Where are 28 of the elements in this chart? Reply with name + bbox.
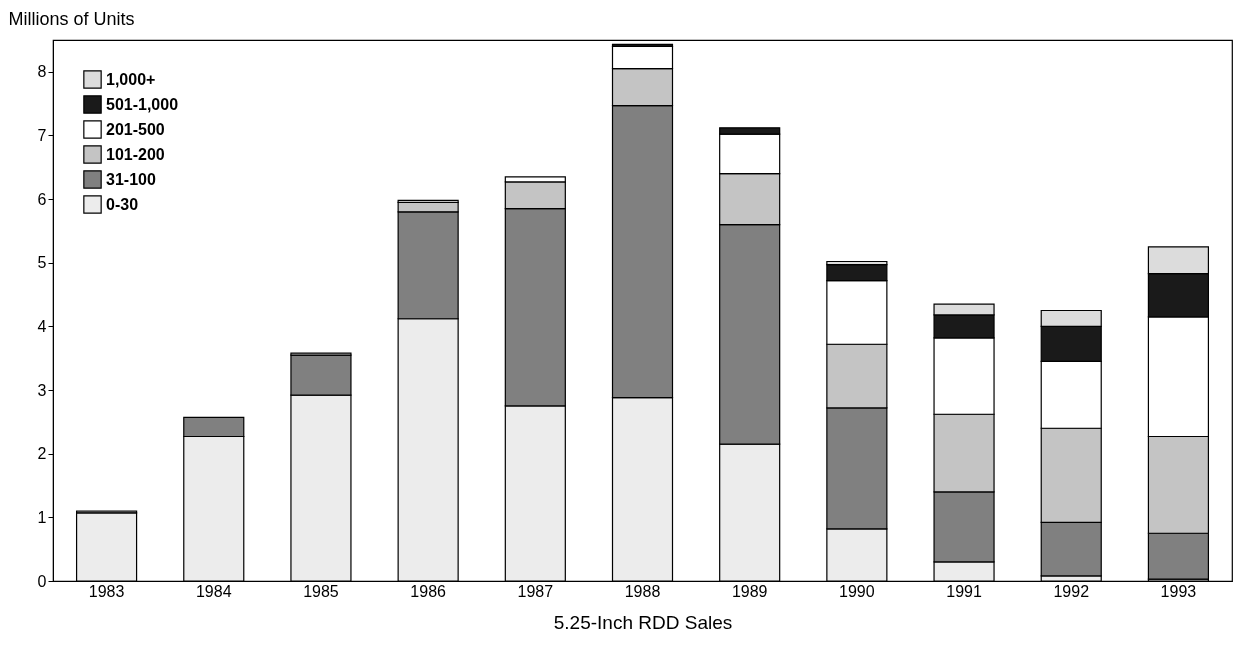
x-tick-label: 1988 <box>624 582 661 600</box>
legend-label: 0-30 <box>106 195 139 213</box>
y-tick-label: 5 <box>37 254 47 272</box>
x-tick-label: 1986 <box>410 582 447 600</box>
y-axis-title: Millions of Units <box>8 8 135 29</box>
y-tick-label: 7 <box>37 126 47 144</box>
y-tick-label: 2 <box>37 445 47 463</box>
x-tick-label: 1991 <box>946 582 982 600</box>
legend-label: 101-200 <box>106 145 165 163</box>
legend-label: 1,000+ <box>106 70 156 88</box>
y-tick-label: 3 <box>37 381 47 399</box>
x-axis-title: 5.25-Inch RDD Sales <box>553 611 733 633</box>
y-tick-label: 8 <box>37 63 47 81</box>
x-tick-label: 1984 <box>195 582 232 600</box>
y-tick-label: 0 <box>37 572 47 590</box>
x-tick-label: 1983 <box>88 582 125 600</box>
x-tick-label: 1990 <box>839 582 875 600</box>
legend-label: 201-500 <box>106 120 165 138</box>
x-tick-label: 1992 <box>1053 582 1090 600</box>
x-tick-label: 1989 <box>731 582 768 600</box>
x-tick-label: 1993 <box>1160 582 1197 600</box>
y-tick-label: 6 <box>37 190 47 208</box>
legend-label: 31-100 <box>106 170 156 188</box>
x-tick-label: 1985 <box>303 582 339 600</box>
y-tick-label: 4 <box>37 317 47 335</box>
x-tick-label: 1987 <box>517 582 554 600</box>
y-tick-label: 1 <box>37 508 47 526</box>
legend-label: 501-1,000 <box>106 95 179 113</box>
